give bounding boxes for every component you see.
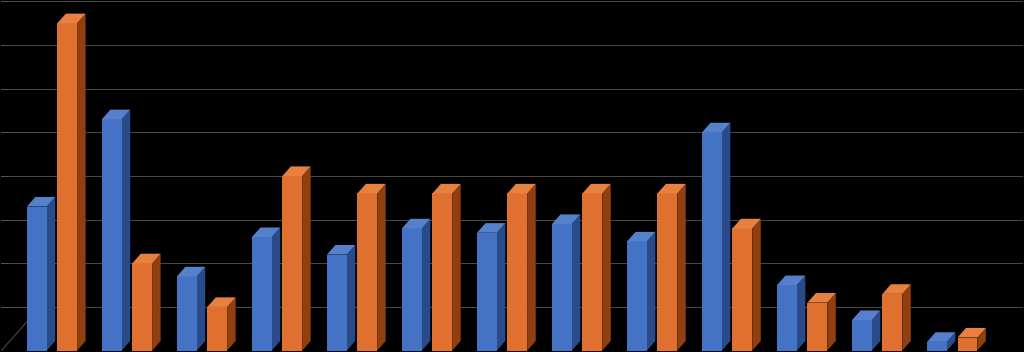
Polygon shape [777, 285, 797, 351]
Polygon shape [647, 232, 655, 351]
Polygon shape [732, 228, 753, 351]
Polygon shape [627, 232, 655, 241]
Polygon shape [947, 332, 955, 351]
Polygon shape [677, 184, 686, 351]
Polygon shape [402, 228, 422, 351]
Polygon shape [122, 109, 130, 351]
Polygon shape [197, 267, 205, 351]
Polygon shape [808, 293, 836, 303]
Polygon shape [957, 328, 986, 338]
Polygon shape [602, 184, 610, 351]
Polygon shape [852, 320, 871, 351]
Polygon shape [753, 219, 761, 351]
Polygon shape [207, 307, 227, 351]
Polygon shape [57, 23, 77, 351]
Polygon shape [101, 109, 130, 119]
Polygon shape [302, 166, 310, 351]
Polygon shape [883, 294, 902, 351]
Polygon shape [132, 263, 153, 351]
Polygon shape [732, 219, 761, 228]
Polygon shape [271, 227, 281, 351]
Polygon shape [357, 184, 386, 194]
Polygon shape [657, 184, 686, 194]
Polygon shape [357, 194, 377, 351]
Polygon shape [571, 214, 581, 351]
Polygon shape [927, 332, 955, 342]
Polygon shape [702, 123, 730, 132]
Polygon shape [497, 223, 505, 351]
Polygon shape [347, 245, 355, 351]
Polygon shape [583, 184, 610, 194]
Polygon shape [508, 184, 536, 194]
Polygon shape [377, 184, 386, 351]
Polygon shape [132, 254, 161, 263]
Polygon shape [977, 328, 986, 351]
Polygon shape [883, 284, 910, 294]
Polygon shape [252, 237, 271, 351]
Polygon shape [477, 233, 497, 351]
Polygon shape [207, 297, 236, 307]
Polygon shape [508, 194, 527, 351]
Polygon shape [453, 184, 461, 351]
Polygon shape [552, 214, 581, 224]
Polygon shape [27, 207, 47, 351]
Polygon shape [477, 223, 505, 233]
Polygon shape [827, 293, 836, 351]
Polygon shape [27, 197, 55, 207]
Polygon shape [327, 245, 355, 254]
Polygon shape [627, 241, 647, 351]
Polygon shape [957, 338, 977, 351]
Polygon shape [177, 276, 197, 351]
Polygon shape [808, 303, 827, 351]
Polygon shape [227, 297, 236, 351]
Polygon shape [177, 267, 205, 276]
Polygon shape [657, 194, 677, 351]
Polygon shape [47, 197, 55, 351]
Polygon shape [902, 284, 910, 351]
Polygon shape [852, 310, 881, 320]
Polygon shape [583, 194, 602, 351]
Polygon shape [552, 224, 571, 351]
Polygon shape [283, 176, 302, 351]
Polygon shape [252, 227, 281, 237]
Polygon shape [527, 184, 536, 351]
Polygon shape [422, 219, 430, 351]
Polygon shape [77, 14, 86, 351]
Polygon shape [702, 132, 722, 351]
Polygon shape [432, 194, 453, 351]
Polygon shape [777, 276, 805, 285]
Polygon shape [57, 14, 86, 23]
Polygon shape [153, 254, 161, 351]
Polygon shape [797, 276, 805, 351]
Polygon shape [871, 310, 881, 351]
Polygon shape [327, 254, 347, 351]
Polygon shape [927, 342, 947, 351]
Polygon shape [101, 119, 122, 351]
Polygon shape [722, 123, 730, 351]
Polygon shape [432, 184, 461, 194]
Polygon shape [402, 219, 430, 228]
Polygon shape [283, 166, 310, 176]
